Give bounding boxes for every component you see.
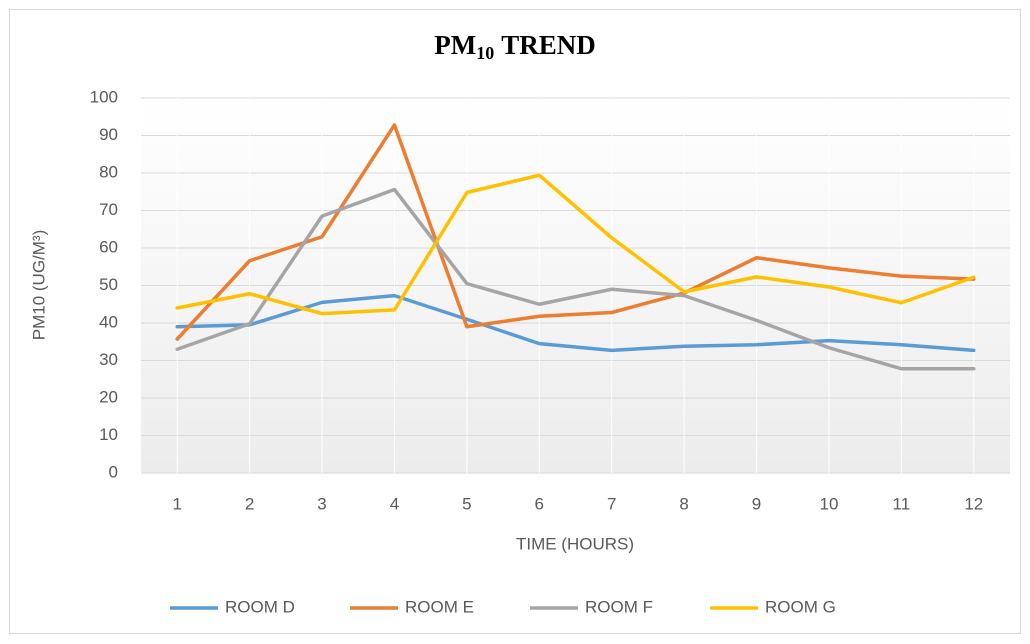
x-tick-label: 7 [607, 494, 616, 513]
y-tick-label: 40 [99, 312, 118, 331]
x-tick-label: 2 [245, 494, 254, 513]
legend-label: ROOM E [405, 597, 474, 616]
x-tick-label: 1 [172, 494, 181, 513]
legend-label: ROOM D [225, 597, 295, 616]
y-tick-label: 90 [99, 125, 118, 144]
y-axis-label: PM10 (UG/M³) [29, 230, 48, 341]
x-tick-label: 6 [535, 494, 544, 513]
y-tick-label: 100 [90, 87, 118, 106]
x-tick-label: 3 [317, 494, 326, 513]
y-tick-label: 50 [99, 275, 118, 294]
series-line [175, 187, 976, 371]
x-axis-label: TIME (HOURS) [516, 534, 634, 553]
y-tick-label: 10 [99, 425, 118, 444]
y-tick-label: 30 [99, 350, 118, 369]
y-tick-label: 70 [99, 200, 118, 219]
series-line [175, 293, 976, 353]
x-tick-label: 10 [819, 494, 838, 513]
y-tick-label: 0 [109, 462, 118, 481]
y-tick-label: 80 [99, 162, 118, 181]
chart-title: PM10 TREND [434, 30, 596, 63]
x-tick-label: 11 [893, 494, 911, 513]
x-tick-label: 5 [462, 494, 471, 513]
series-line [175, 123, 976, 341]
title-main: PM [434, 30, 476, 60]
x-tick-label: 9 [752, 494, 761, 513]
x-tick-label: 12 [964, 494, 983, 513]
legend-label: ROOM G [765, 597, 836, 616]
x-tick-label: 8 [679, 494, 688, 513]
title-subscript: 10 [476, 43, 494, 63]
series-line [175, 173, 976, 316]
legend-label: ROOM F [585, 597, 653, 616]
x-tick-label: 4 [390, 494, 399, 513]
y-tick-label: 20 [99, 387, 118, 406]
title-rest: TREND [501, 30, 596, 60]
y-tick-label: 60 [99, 237, 118, 256]
